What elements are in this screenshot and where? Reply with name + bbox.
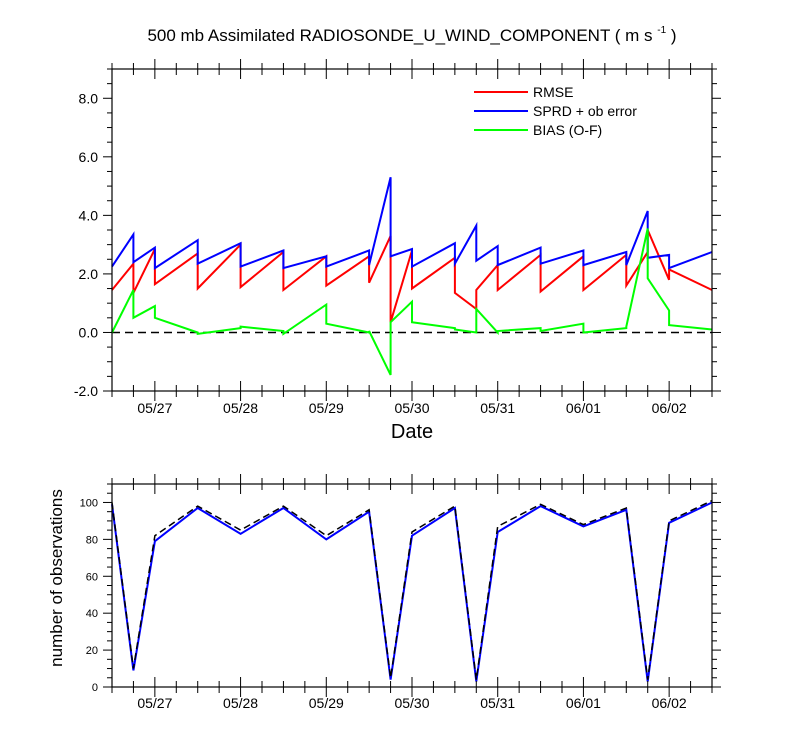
- bottom-series-possible-observations: [111, 499, 713, 680]
- top-panel: -2.0 0.0 2.0 4.0 6.0 8.0 05/27 05/28 05/29 05/30 0…: [74, 59, 721, 416]
- bottom-ytick-label: 20: [86, 645, 98, 657]
- bottom-ticks-group: 0 20 40 60 80 100 05/27 05/28 05/29 05/30 05/31 06/…: [80, 474, 721, 711]
- top-series-group: [111, 177, 713, 376]
- x-axis-label: Date: [391, 421, 433, 443]
- chart-title-end: ): [671, 26, 677, 45]
- legend-label-bias: BIAS (O-F): [533, 122, 602, 138]
- top-ytick-label: 2.0: [79, 266, 99, 282]
- top-xtick-label: 05/30: [394, 400, 429, 416]
- bottom-ytick-label: 100: [80, 497, 98, 509]
- top-ytick-label: 4.0: [79, 207, 99, 223]
- top-ytick-label: 8.0: [79, 90, 99, 106]
- bottom-ytick-label: 40: [86, 608, 98, 620]
- bottom-xtick-label: 05/31: [480, 695, 515, 711]
- top-series-sprd-ob-error: [111, 177, 713, 270]
- top-ytick-label: 0.0: [79, 324, 99, 340]
- bottom-ytick-label: 0: [92, 682, 98, 694]
- bottom-ytick-label: 80: [86, 534, 98, 546]
- legend: RMSE SPRD + ob error BIAS (O-F): [474, 84, 637, 138]
- bottom-series-assimilated-observations: [111, 501, 713, 682]
- bottom-xtick-label: 05/27: [137, 695, 172, 711]
- bottom-plot-frame: [111, 483, 713, 688]
- chart-title-superscript: -1: [657, 25, 666, 36]
- bottom-xtick-label: 06/01: [566, 695, 601, 711]
- top-xtick-label: 06/01: [566, 400, 601, 416]
- bottom-panel: 0 20 40 60 80 100 05/27 05/28 05/29 05/30 05/31 06/…: [80, 474, 721, 711]
- bottom-ytick-label: 60: [86, 571, 98, 583]
- legend-label-sprd: SPRD + ob error: [533, 103, 637, 119]
- bottom-xtick-label: 05/28: [223, 695, 258, 711]
- top-ytick-label: -2.0: [74, 383, 98, 399]
- top-ticks-group: -2.0 0.0 2.0 4.0 6.0 8.0 05/27 05/28 05/29 05/30 0…: [74, 59, 721, 416]
- y-axis-label-observations: number of observations: [47, 489, 66, 667]
- top-ytick-label: 6.0: [79, 149, 99, 165]
- bottom-series-group: [111, 499, 713, 682]
- bottom-xtick-label: 06/02: [652, 695, 687, 711]
- bottom-xtick-label: 05/30: [394, 695, 429, 711]
- top-xtick-label: 05/27: [137, 400, 172, 416]
- chart-title-main: 500 mb Assimilated RADIOSONDE_U_WIND_COM…: [147, 26, 652, 45]
- chart-title: 500 mb Assimilated RADIOSONDE_U_WIND_COM…: [147, 18, 676, 45]
- top-xtick-label: 06/02: [652, 400, 687, 416]
- top-series-bias-o-f: [111, 228, 713, 376]
- legend-label-rmse: RMSE: [533, 84, 573, 100]
- top-plot-frame: [111, 68, 713, 392]
- bottom-xtick-label: 05/29: [309, 695, 344, 711]
- top-xtick-label: 05/31: [480, 400, 515, 416]
- top-xtick-label: 05/28: [223, 400, 258, 416]
- top-xtick-label: 05/29: [309, 400, 344, 416]
